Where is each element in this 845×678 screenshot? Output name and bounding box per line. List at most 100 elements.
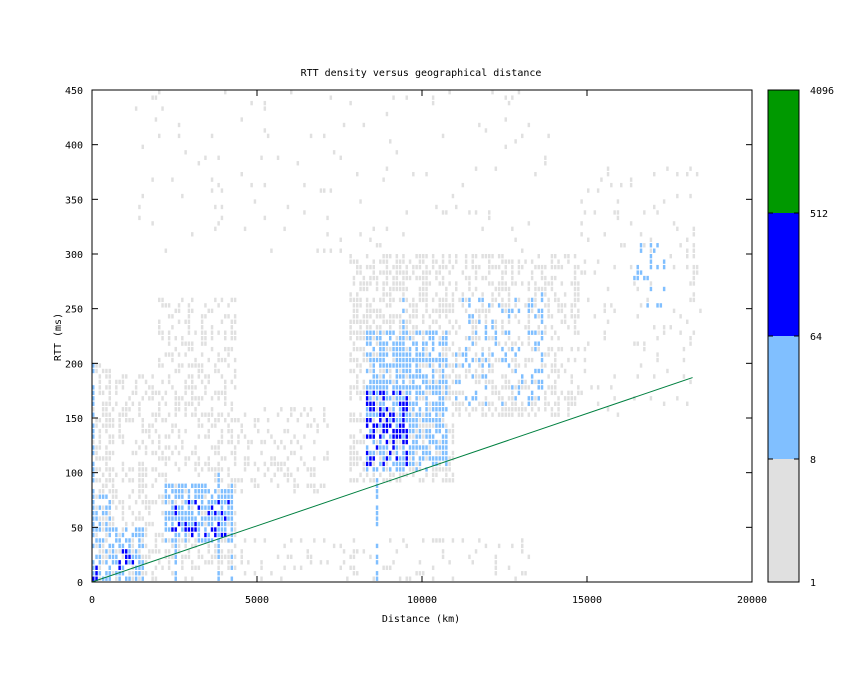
density-cell [356,259,359,264]
density-cell [382,385,385,390]
density-cell [418,254,422,259]
density-cell [191,560,194,565]
density-cell [504,374,507,379]
density-cell [141,461,144,467]
density-cell [662,325,666,330]
density-cell [530,374,534,379]
density-cell [550,314,554,319]
density-cell [603,303,606,308]
density-cell [230,428,234,434]
density-cell [405,407,408,412]
density-cell [214,527,217,532]
density-cell [392,341,395,346]
density-cell [431,401,435,406]
density-cell [494,407,498,412]
density-cell [379,461,382,467]
density-cell [372,374,375,379]
density-cell [359,368,362,374]
density-cell [161,106,164,111]
density-cell [418,478,422,483]
density-cell [141,543,144,549]
density-cell [352,565,356,570]
density-cell [184,483,187,488]
density-cell [134,385,138,390]
density-cell [184,543,187,549]
density-cell [184,576,187,581]
density-cell [161,456,164,461]
y-tick-label: 350 [65,195,83,206]
density-cell [435,456,438,461]
density-cell [412,308,415,314]
density-cell [359,363,362,368]
density-cell [379,243,382,248]
density-cell [405,576,408,581]
density-cell [428,434,432,439]
density-cell [484,401,488,406]
density-cell [395,259,399,264]
density-cell [191,505,194,510]
density-cell [402,325,405,330]
density-cell [108,401,111,406]
density-cell [672,308,676,314]
density-cell [656,243,659,248]
density-cell [220,390,224,396]
density-cell [402,281,405,286]
density-cell [204,494,207,499]
density-cell [445,292,448,297]
density-cell [148,505,151,510]
density-cell [507,286,511,292]
density-cell [557,374,560,379]
density-cell [474,325,478,330]
density-cell [379,412,382,417]
density-cell [111,423,115,428]
density-cell [369,303,372,308]
density-cell [425,418,428,423]
density-cell [164,500,168,505]
density-cell [224,401,227,406]
density-cell [385,368,389,374]
density-cell [382,390,385,396]
density-cell [151,95,154,100]
density-cell [141,527,144,532]
density-cell [365,396,369,401]
density-cell [323,538,326,543]
density-cell [158,494,161,499]
density-cell [342,122,346,128]
density-cell [230,560,234,565]
density-cell [514,281,517,286]
density-cell [484,543,488,549]
density-cell [382,456,385,461]
density-cell [359,303,362,308]
density-cell [134,571,138,576]
density-cell [385,346,389,352]
density-cell [230,527,234,532]
density-cell [402,472,405,478]
density-cell [227,412,230,417]
density-cell [313,472,316,478]
density-cell [606,319,610,324]
density-cell [214,390,217,396]
density-cell [385,439,389,445]
density-cell [484,357,488,363]
density-cell [557,303,560,308]
density-cell [478,297,481,303]
density-cell [174,560,177,565]
density-cell [563,254,567,259]
density-cell [101,368,105,374]
density-cell [98,521,102,527]
density-cell [418,297,422,303]
density-cell [270,571,273,576]
density-cell [369,325,372,330]
density-cell [240,478,243,483]
density-cell [398,472,402,478]
density-cell [471,396,474,401]
density-cell [563,303,567,308]
density-cell [540,319,544,324]
density-cell [550,264,554,270]
density-cell [547,314,550,319]
density-cell [141,538,144,543]
density-cell [494,341,498,346]
density-cell [481,303,484,308]
density-cell [207,412,210,417]
density-cell [448,90,451,95]
